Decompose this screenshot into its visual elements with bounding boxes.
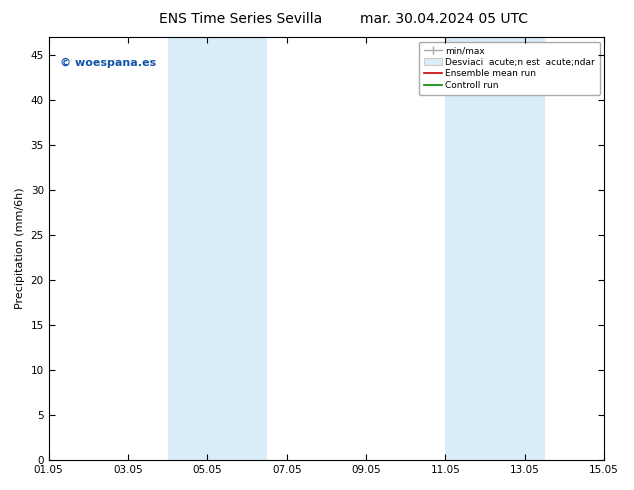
Bar bbox=[446, 37, 545, 460]
Text: © woespana.es: © woespana.es bbox=[60, 58, 156, 68]
Text: ENS Time Series Sevilla: ENS Time Series Sevilla bbox=[159, 12, 323, 26]
Text: mar. 30.04.2024 05 UTC: mar. 30.04.2024 05 UTC bbox=[360, 12, 527, 26]
Legend: min/max, Desviaci  acute;n est  acute;ndar, Ensemble mean run, Controll run: min/max, Desviaci acute;n est acute;ndar… bbox=[419, 42, 600, 95]
Bar bbox=[168, 37, 267, 460]
Y-axis label: Precipitation (mm/6h): Precipitation (mm/6h) bbox=[15, 188, 25, 309]
